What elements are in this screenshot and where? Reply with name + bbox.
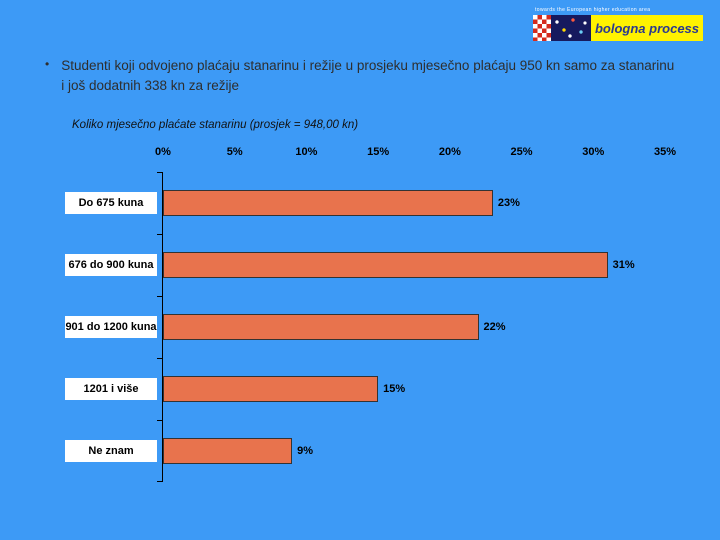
bar [163, 190, 493, 216]
category-label: 676 do 900 kuna [65, 254, 157, 276]
x-axis-tick-label: 35% [653, 146, 677, 158]
logo-graphics: bologna process [533, 15, 703, 41]
chart-row: 676 do 900 kuna 31% [65, 234, 665, 296]
x-axis-tick-label: 5% [226, 146, 243, 158]
chart-row: 1201 i više 15% [65, 358, 665, 420]
chart-row: Do 675 kuna 23% [65, 172, 665, 234]
chart-rows: Do 675 kuna 23% 676 do 900 kuna 31% 901 … [65, 172, 665, 482]
value-label: 9% [297, 445, 313, 457]
value-label: 15% [383, 383, 406, 395]
bullet-item: • Studenti koji odvojeno plaćaju stanari… [45, 56, 680, 95]
value-label: 31% [612, 259, 635, 271]
star-field-icon [551, 15, 591, 41]
chart-title: Koliko mjesečno plaćate stanarinu (prosj… [72, 119, 359, 131]
plot-area: 9% [157, 420, 665, 482]
category-label: 1201 i više [65, 378, 157, 400]
value-label: 23% [497, 197, 520, 209]
plot-area: 23% [157, 172, 665, 234]
plot-area: 15% [157, 358, 665, 420]
bar [163, 252, 608, 278]
x-axis-tick-label: 25% [510, 146, 533, 158]
chart-row: 901 do 1200 kuna 22% [65, 296, 665, 358]
x-axis: 0% 5% 10% 15% 20% 25% 30% 35% [155, 146, 676, 162]
value-label: 22% [483, 321, 506, 333]
plot-area: 31% [157, 234, 665, 296]
bar [163, 314, 479, 340]
bar [163, 376, 379, 402]
x-axis-tick-label: 0% [155, 146, 171, 158]
category-label: Do 675 kuna [65, 192, 157, 214]
category-label: 901 do 1200 kuna [65, 316, 157, 338]
x-axis-tick-label: 20% [438, 146, 461, 158]
bar-chart: 0% 5% 10% 15% 20% 25% 30% 35% Do 675 kun… [65, 146, 676, 482]
x-axis-tick-label: 15% [367, 146, 390, 158]
bar [163, 438, 293, 464]
logo-wordmark: bologna process [591, 15, 703, 41]
red-white-checker-icon [533, 15, 551, 41]
bologna-process-logo: towards the European higher education ar… [533, 7, 703, 41]
bullet-marker: • [45, 57, 50, 71]
bullet-text: Studenti koji odvojeno plaćaju stanarinu… [61, 58, 675, 93]
x-axis-tick-label: 10% [295, 146, 318, 158]
chart-row: Ne znam 9% [65, 420, 665, 482]
x-axis-tick-label: 30% [582, 146, 605, 158]
category-label: Ne znam [65, 440, 157, 462]
plot-area: 22% [157, 296, 665, 358]
logo-tagline: towards the European higher education ar… [535, 7, 651, 13]
